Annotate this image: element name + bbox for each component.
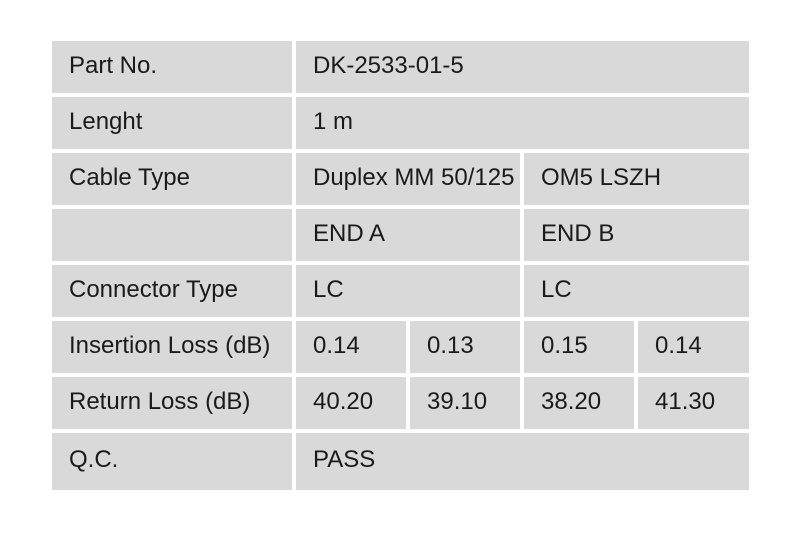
table-row-length: Lenght 1 m	[52, 97, 749, 149]
spec-table: Part No. DK-2533-01-5 Lenght 1 m Cable T…	[48, 37, 753, 494]
value-cell: 38.20	[524, 377, 634, 429]
table-row-cable-type: Cable Type Duplex MM 50/125 OM5 LSZH	[52, 153, 749, 205]
row-label-cell: Connector Type	[52, 265, 292, 317]
value-cell: OM5 LSZH	[524, 153, 749, 205]
value-cell: LC	[296, 265, 520, 317]
value-cell: LC	[524, 265, 749, 317]
table-row-qc: Q.C. PASS	[52, 433, 749, 490]
table-row-part-no: Part No. DK-2533-01-5	[52, 41, 749, 93]
value-cell-qc-status: PASS	[296, 433, 749, 490]
table-row-insertion-loss: Insertion Loss (dB) 0.14 0.13 0.15 0.14	[52, 321, 749, 373]
row-label-cell	[52, 209, 292, 261]
value-cell: 1 m	[296, 97, 749, 149]
table-row-connector-type: Connector Type LC LC	[52, 265, 749, 317]
value-cell-end-a: END A	[296, 209, 520, 261]
value-cell: 0.14	[638, 321, 749, 373]
value-cell: 40.20	[296, 377, 406, 429]
row-label-cell: Part No.	[52, 41, 292, 93]
table-row-return-loss: Return Loss (dB) 40.20 39.10 38.20 41.30	[52, 377, 749, 429]
value-cell: 0.14	[296, 321, 406, 373]
value-cell: 41.30	[638, 377, 749, 429]
value-cell: DK-2533-01-5	[296, 41, 749, 93]
table-row-end-headers: END A END B	[52, 209, 749, 261]
row-label-cell: Return Loss (dB)	[52, 377, 292, 429]
value-cell: Duplex MM 50/125	[296, 153, 520, 205]
value-cell: 0.13	[410, 321, 520, 373]
value-cell: 39.10	[410, 377, 520, 429]
row-label-cell: Insertion Loss (dB)	[52, 321, 292, 373]
row-label-cell: Q.C.	[52, 433, 292, 490]
row-label-cell: Cable Type	[52, 153, 292, 205]
value-cell: 0.15	[524, 321, 634, 373]
value-cell-end-b: END B	[524, 209, 749, 261]
row-label-cell: Lenght	[52, 97, 292, 149]
spec-table-body: Part No. DK-2533-01-5 Lenght 1 m Cable T…	[52, 41, 749, 490]
